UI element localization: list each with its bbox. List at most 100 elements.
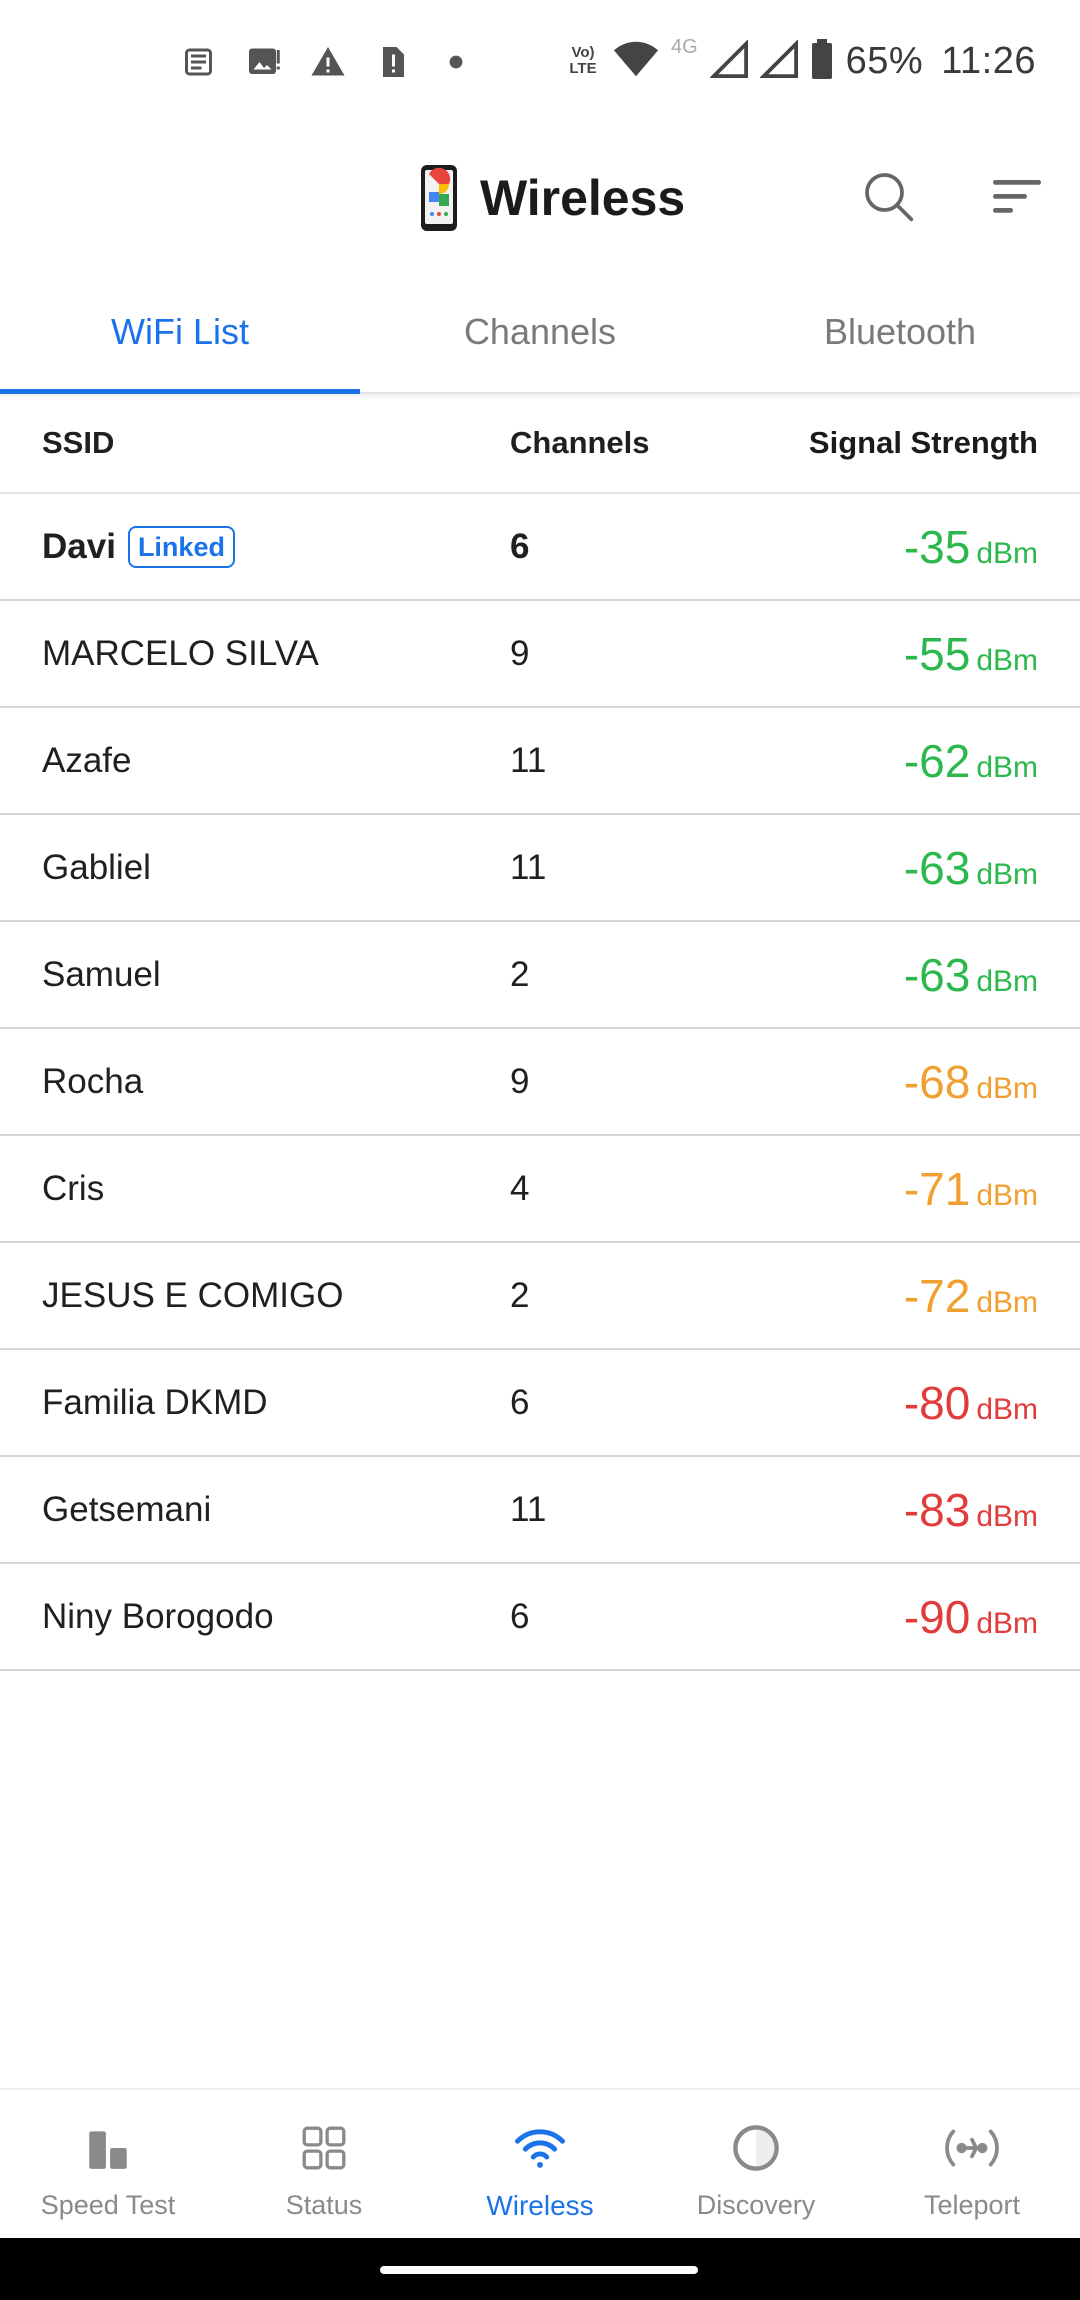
signal-value: -71 (903, 1162, 971, 1215)
ssid-name: Gabliel (42, 847, 151, 887)
channel-cell: 2 (510, 1275, 530, 1315)
signal-value: -62 (903, 734, 971, 787)
table-row[interactable]: Getsemani 11 -83 dBm (0, 1457, 1080, 1564)
signal-unit: dBm (976, 643, 1038, 677)
image-alert-icon (244, 42, 284, 82)
ssid-cell: Samuel (0, 955, 510, 995)
table-header: SSID Channels Signal Strength (0, 394, 1080, 494)
status-grid-icon (294, 2118, 354, 2178)
nav-teleport[interactable]: Teleport (864, 2090, 1080, 2238)
table-row[interactable]: MARCELO SILVA 9 -55 dBm (0, 601, 1080, 708)
nav-status[interactable]: Status (216, 2090, 432, 2238)
signal-value: -90 (903, 1590, 971, 1643)
table-row[interactable]: JESUS E COMIGO 2 -72 dBm (0, 1243, 1080, 1350)
search-icon (860, 168, 916, 229)
tab-channels[interactable]: Channels (463, 311, 617, 352)
sim-alert-icon (372, 42, 412, 82)
channel-cell: 6 (510, 1596, 530, 1636)
table-row[interactable]: Familia DKMD 6 -80 dBm (0, 1350, 1080, 1457)
network-type: 4G (670, 36, 698, 58)
channel-cell: 11 (510, 740, 547, 780)
phone-logo-icon (420, 164, 458, 232)
signal-cell: -83 dBm (770, 1483, 1080, 1537)
status-bar: Vo) LTE 4G 65% 11:26 (0, 0, 1080, 124)
ssid-name: Getsemani (42, 1489, 212, 1529)
wifi-table: SSID Channels Signal Strength Davi Linked… (0, 394, 1080, 1671)
table-row[interactable]: Rocha 9 -68 dBm (0, 1029, 1080, 1136)
ssid-cell: JESUS E COMIGO (0, 1276, 510, 1316)
signal-cell: -90 dBm (770, 1590, 1080, 1644)
page-title: Wireless (480, 170, 686, 226)
teleport-icon (942, 2118, 1002, 2178)
signal-unit: dBm (976, 536, 1038, 570)
signal-cell: -71 dBm (770, 1162, 1080, 1216)
cell-signal-icon (708, 38, 748, 83)
ssid-cell: Familia DKMD (0, 1383, 510, 1423)
nav-speed-test[interactable]: Speed Test (0, 2090, 216, 2238)
wifi-icon (510, 2118, 570, 2178)
signal-value: -72 (903, 1269, 971, 1322)
sort-button[interactable] (980, 162, 1052, 234)
nav-discovery[interactable]: Discovery (648, 2090, 864, 2238)
volte-indicator: Vo) LTE (569, 44, 597, 77)
table-row[interactable]: Davi Linked 6 -35 dBm (0, 494, 1080, 601)
header-channel[interactable]: Channels (510, 425, 650, 460)
channel-cell: 11 (510, 847, 547, 887)
ssid-name: Cris (42, 1168, 105, 1208)
cell-signal-icon-2 (758, 38, 798, 83)
notification-icons (180, 40, 476, 84)
signal-cell: -63 dBm (770, 841, 1080, 895)
table-row[interactable]: Samuel 2 -63 dBm (0, 922, 1080, 1029)
ssid-name: Davi (42, 526, 116, 566)
ssid-cell: MARCELO SILVA (0, 634, 510, 674)
signal-cell: -80 dBm (770, 1376, 1080, 1430)
signal-cell: -55 dBm (770, 627, 1080, 681)
ssid-cell: Davi Linked (0, 525, 510, 568)
table-row[interactable]: Gabliel 11 -63 dBm (0, 815, 1080, 922)
header-ssid[interactable]: SSID (42, 425, 115, 460)
nav-wireless[interactable]: Wireless (432, 2090, 648, 2238)
channel-cell: 11 (510, 1489, 547, 1529)
channel-cell: 9 (510, 633, 530, 673)
signal-value: -68 (903, 1055, 971, 1108)
signal-unit: dBm (976, 1071, 1038, 1105)
header-signal[interactable]: Signal Strength (808, 425, 1038, 460)
bottom-nav: Speed Test Status Wireless Discovery Tel… (0, 2088, 1080, 2238)
signal-cell: -72 dBm (770, 1269, 1080, 1323)
table-row[interactable]: Cris 4 -71 dBm (0, 1136, 1080, 1243)
home-gesture-handle[interactable] (380, 2266, 698, 2274)
signal-unit: dBm (976, 1606, 1038, 1640)
ssid-cell: Cris (0, 1169, 510, 1209)
table-row[interactable]: Azafe 11 -62 dBm (0, 708, 1080, 815)
tab-wifi-list[interactable]: WiFi List (0, 272, 360, 394)
linked-badge: Linked (127, 525, 235, 568)
ssid-name: MARCELO SILVA (42, 633, 319, 673)
ssid-name: JESUS E COMIGO (42, 1275, 344, 1315)
signal-unit: dBm (976, 1499, 1038, 1533)
ssid-cell: Niny Borogodo (0, 1597, 510, 1637)
tab-bluetooth[interactable]: Bluetooth (823, 311, 977, 352)
search-button[interactable] (852, 162, 924, 234)
signal-value: -63 (903, 948, 971, 1001)
app-bar: Wireless (0, 124, 1080, 272)
dot-icon (436, 42, 476, 82)
signal-cell: -35 dBm (770, 520, 1080, 574)
signal-cell: -62 dBm (770, 734, 1080, 788)
signal-unit: dBm (976, 964, 1038, 998)
signal-cell: -68 dBm (770, 1055, 1080, 1109)
system-gesture-bar (0, 2238, 1080, 2300)
table-row[interactable]: Niny Borogodo 6 -90 dBm (0, 1564, 1080, 1671)
signal-value: -35 (903, 520, 971, 573)
nav-label: Wireless (486, 2190, 594, 2221)
channel-cell: 4 (510, 1168, 530, 1208)
signal-cell: -63 dBm (770, 948, 1080, 1002)
wifi-signal-icon (613, 39, 659, 84)
channel-cell: 9 (510, 1061, 530, 1101)
signal-unit: dBm (976, 1285, 1038, 1319)
table-body: Davi Linked 6 -35 dBm MARCELO SILVA 9 -55 dBm Aza… (0, 494, 1080, 1671)
ssid-cell: Rocha (0, 1062, 510, 1102)
signal-value: -80 (903, 1376, 971, 1429)
signal-unit: dBm (976, 1178, 1038, 1212)
clock: 11:26 (941, 39, 1036, 82)
ssid-name: Rocha (42, 1061, 144, 1101)
